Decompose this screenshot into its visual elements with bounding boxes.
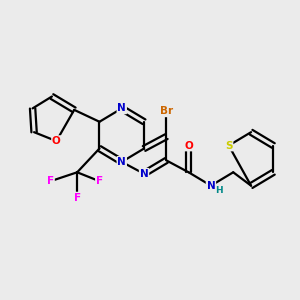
Text: N: N xyxy=(207,181,215,191)
Text: N: N xyxy=(140,169,148,179)
Text: O: O xyxy=(184,140,193,151)
Text: H: H xyxy=(215,186,223,195)
Text: O: O xyxy=(52,136,61,146)
Text: F: F xyxy=(74,193,81,202)
Text: F: F xyxy=(96,176,103,186)
Text: S: S xyxy=(225,140,232,151)
Text: Br: Br xyxy=(160,106,173,116)
Text: N: N xyxy=(117,103,126,113)
Text: F: F xyxy=(47,176,54,186)
Text: N: N xyxy=(117,157,126,167)
